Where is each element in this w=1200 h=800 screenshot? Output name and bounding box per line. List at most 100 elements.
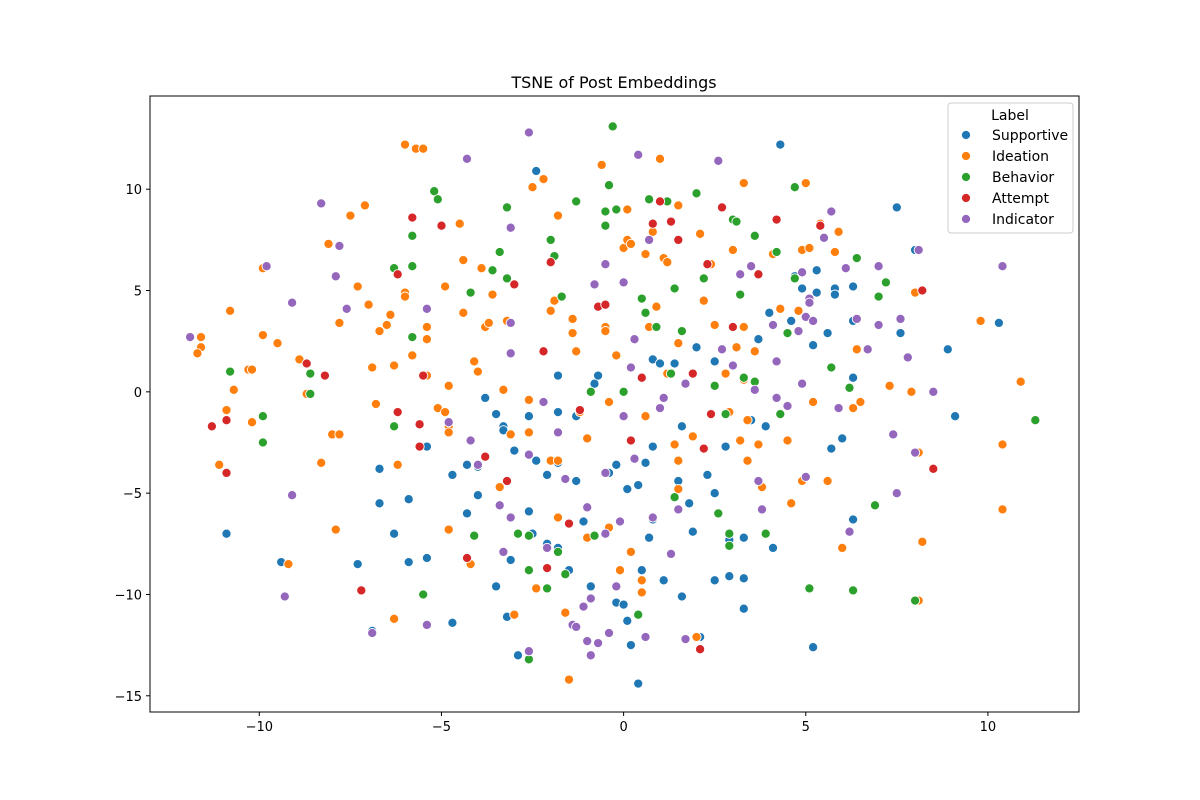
- point-attempt-41: [928, 463, 939, 474]
- point-ideation-114: [673, 338, 684, 349]
- point-ideation-38: [407, 350, 418, 361]
- point-indicator-28: [560, 473, 571, 485]
- point-ideation-8: [246, 364, 258, 375]
- point-ideation-142: [800, 178, 811, 189]
- point-ideation-81: [567, 328, 578, 339]
- point-ideation-49: [443, 427, 454, 438]
- point-behavior-14: [469, 530, 480, 541]
- point-attempt-35: [716, 202, 728, 213]
- point-ideation-28: [370, 398, 381, 410]
- point-behavior-38: [633, 609, 644, 620]
- point-behavior-45: [669, 283, 680, 294]
- point-behavior-40: [640, 307, 651, 318]
- point-ideation-115: [673, 200, 684, 211]
- point-attempt-4: [319, 370, 330, 381]
- point-supportive-88: [786, 315, 797, 326]
- x-tick-label: 5: [802, 720, 810, 735]
- point-behavior-53: [724, 528, 735, 539]
- point-ideation-12: [272, 338, 283, 349]
- point-indicator-27: [552, 427, 564, 438]
- point-supportive-56: [636, 565, 647, 576]
- point-indicator-21: [505, 222, 516, 233]
- point-attempt-19: [542, 563, 553, 574]
- point-indicator-68: [771, 356, 782, 367]
- point-ideation-66: [509, 609, 520, 620]
- point-indicator-56: [673, 504, 684, 515]
- point-ideation-138: [786, 498, 797, 509]
- point-behavior-61: [760, 528, 771, 539]
- point-supportive-94: [808, 642, 819, 653]
- point-ideation-163: [1015, 376, 1026, 387]
- point-indicator-26: [542, 542, 553, 553]
- x-axis-ticks: −10 −5 0 5 10: [246, 712, 996, 735]
- point-indicator-43: [614, 516, 626, 527]
- point-indicator-64: [749, 384, 760, 395]
- point-ideation-45: [440, 407, 451, 418]
- point-ideation-127: [738, 321, 749, 333]
- point-behavior-5: [389, 421, 400, 432]
- point-supportive-17: [461, 508, 473, 519]
- point-indicator-24: [523, 127, 534, 138]
- point-indicator-45: [618, 411, 629, 422]
- point-indicator-61: [727, 360, 738, 371]
- point-indicator-66: [756, 504, 768, 515]
- point-ideation-20: [334, 429, 345, 440]
- point-indicator-20: [505, 317, 516, 328]
- x-tick-label: 0: [619, 720, 627, 735]
- legend-items: Supportive Ideation Behavior Attempt Indicat…: [960, 128, 1068, 228]
- point-ideation-149: [837, 542, 848, 553]
- point-behavior-62: [771, 246, 782, 258]
- point-ideation-68: [523, 427, 534, 438]
- legend-title: Label: [991, 108, 1029, 124]
- point-ideation-102: [640, 411, 651, 422]
- point-supportive-41: [571, 475, 582, 487]
- point-supportive-11: [403, 557, 414, 568]
- point-supportive-53: [625, 640, 636, 651]
- point-supportive-48: [611, 459, 622, 470]
- point-behavior-27: [556, 291, 567, 302]
- point-indicator-49: [633, 149, 644, 160]
- point-supportive-95: [822, 328, 833, 339]
- series-behavior: [225, 121, 1041, 665]
- point-indicator-41: [603, 627, 615, 639]
- point-supportive-67: [676, 421, 687, 432]
- point-ideation-37: [399, 139, 411, 150]
- point-ideation-65: [505, 429, 516, 440]
- point-ideation-9: [246, 417, 258, 428]
- point-behavior-4: [305, 388, 316, 399]
- point-supportive-3: [221, 528, 232, 539]
- point-ideation-55: [469, 356, 480, 367]
- point-behavior-34: [603, 180, 615, 191]
- point-attempt-17: [538, 346, 549, 357]
- point-behavior-67: [804, 583, 815, 594]
- point-indicator-44: [618, 277, 629, 288]
- point-supportive-30: [523, 506, 534, 517]
- point-behavior-41: [644, 194, 655, 205]
- point-attempt-24: [625, 435, 636, 446]
- point-behavior-28: [560, 569, 571, 580]
- point-supportive-0: [775, 139, 786, 150]
- point-ideation-148: [833, 226, 844, 237]
- point-ideation-85: [582, 433, 593, 444]
- point-behavior-8: [407, 261, 418, 272]
- point-indicator-40: [600, 467, 611, 478]
- point-attempt-28: [665, 216, 677, 227]
- point-ideation-47: [443, 380, 454, 391]
- point-indicator-69: [771, 392, 782, 403]
- point-ideation-19: [330, 524, 341, 535]
- point-supportive-75: [709, 575, 720, 586]
- point-ideation-143: [804, 242, 815, 254]
- point-indicator-62: [735, 269, 746, 280]
- point-indicator-48: [629, 453, 640, 464]
- point-behavior-15: [487, 265, 498, 276]
- point-behavior-19: [512, 528, 524, 539]
- x-tick-label: −10: [246, 720, 273, 735]
- point-ideation-97: [625, 238, 636, 249]
- point-ideation-13: [283, 559, 294, 570]
- point-ideation-79: [563, 674, 575, 685]
- point-attempt-18: [545, 257, 556, 268]
- point-ideation-131: [742, 415, 753, 426]
- point-ideation-32: [389, 360, 400, 371]
- point-behavior-58: [738, 372, 749, 383]
- point-ideation-101: [640, 249, 651, 260]
